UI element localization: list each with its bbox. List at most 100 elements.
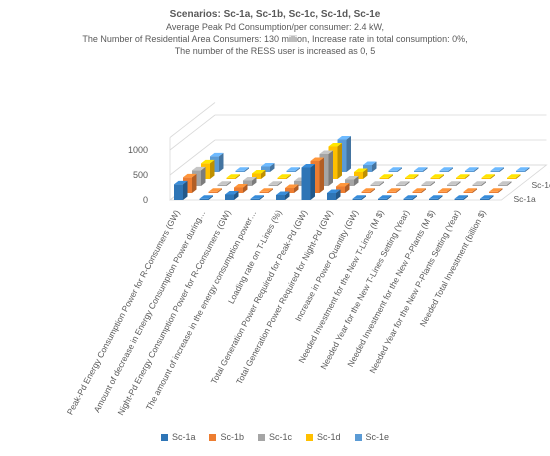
bar-Sc-1c-top [498, 181, 512, 185]
bar-Sc-1a-front [199, 198, 209, 200]
bar-Sc-1e-top [516, 167, 530, 171]
bar-Sc-1e-top [439, 167, 453, 171]
legend-label: Sc-1a [171, 432, 196, 442]
bar-Sc-1c-front [217, 184, 227, 186]
bar-Sc-1d-side [261, 170, 266, 179]
bar-Sc-1e-side [270, 163, 275, 172]
bar-Sc-1c-front [498, 184, 507, 186]
bar-Sc-1c-side [252, 177, 257, 186]
y-tick-label: 500 [133, 170, 148, 180]
bar-Sc-1a-top [199, 195, 213, 199]
legend-item-Sc-1b: Sc-1b [209, 432, 244, 442]
bar-Sc-1d-front [430, 177, 440, 179]
bar-Sc-1e-top [414, 167, 428, 171]
bar-Sc-1b-front [463, 191, 473, 193]
bar-Sc-1d-side [465, 174, 470, 179]
bar-Sc-1d-front [405, 177, 414, 179]
chart-subtitle-3: The number of the RESS user is increased… [174, 46, 376, 56]
legend-swatch [209, 433, 217, 441]
bar-Sc-1d-side [235, 174, 240, 179]
bar-Sc-1d-side [337, 143, 342, 179]
bar-Sc-1a-side [438, 195, 443, 200]
legend-label: Sc-1e [365, 432, 390, 442]
bar-Sc-1e-top [286, 167, 300, 171]
gridline [169, 114, 216, 151]
bar-Sc-1c-top [217, 181, 231, 185]
chart-subtitle-1: Average Peak Pd Consumption/per consumer… [166, 22, 384, 32]
bar-Sc-1a-front [403, 198, 413, 200]
bar-Sc-1c-front [268, 184, 278, 186]
bar-Sc-1a-front [174, 184, 183, 200]
bar-Sc-1d-front [507, 177, 516, 179]
bar-Sc-1e-side [448, 167, 453, 172]
bar-Sc-1d-top [379, 174, 393, 178]
legend-item-Sc-1a: Sc-1a [160, 432, 196, 442]
bar-Sc-1e-side [244, 167, 249, 172]
bar-Sc-1e-top [210, 152, 224, 157]
bar-Sc-1a-top [250, 195, 264, 199]
bar-Sc-1d-front [481, 177, 491, 179]
bar-Sc-1b-side [421, 188, 426, 193]
bar-Sc-1e-top [235, 167, 249, 171]
bar-Sc-1b-side [268, 188, 273, 193]
bar-Sc-1e-front [465, 170, 474, 172]
legend-swatch [257, 433, 265, 441]
bar-Sc-1c-top [370, 181, 384, 185]
bar-Sc-1b-side [319, 157, 324, 193]
bar-Sc-1a-top [352, 195, 366, 199]
legend-label: Sc-1c [268, 432, 292, 442]
bar-Sc-1c-side [481, 181, 486, 186]
bar-Sc-1b-side [294, 184, 299, 193]
bar-Sc-1e-side [423, 167, 428, 172]
legend-swatch [306, 433, 313, 441]
bar-Sc-1e-top [363, 161, 377, 165]
bar-Sc-1e-front [439, 170, 449, 172]
legend-swatch [354, 433, 362, 441]
bar-Sc-1b-front [438, 191, 447, 193]
bar-Sc-1e-top [465, 167, 479, 171]
bar-Sc-1a-top [225, 191, 239, 195]
bar-Sc-1a-top [301, 164, 315, 168]
bar-Sc-1e-top [337, 136, 351, 140]
bar-Sc-1e-side [219, 152, 224, 172]
bar-Sc-1e-side [525, 167, 530, 172]
chart-subtitle-2: The Number of Residential Area Consumers… [82, 34, 468, 44]
depth-axis-label: Sc-1a [514, 194, 536, 204]
legend-item-Sc-1d: Sc-1d [306, 432, 341, 442]
bar-Sc-1e-side [474, 167, 479, 172]
bar-Sc-1c-front [370, 184, 380, 186]
bar-Sc-1b-top [183, 173, 197, 178]
bar-Sc-1a-side [208, 195, 213, 200]
x-category-label: Total Generation Power Required for Nigh… [234, 208, 335, 386]
bar-Sc-1a-side [412, 195, 417, 200]
gridline [169, 139, 216, 176]
bar-Sc-1a-side [489, 195, 494, 200]
bar-Sc-1e-top [388, 167, 402, 171]
bar-Sc-1e-front [286, 170, 296, 172]
bar-Sc-1b-front [412, 191, 422, 193]
bar-Sc-1c-side [201, 166, 206, 186]
bar-Sc-1a-front [454, 198, 464, 200]
bar-Sc-1c-top [319, 150, 333, 154]
bar-Sc-1c-side [354, 176, 359, 186]
legend-item-Sc-1e: Sc-1e [354, 432, 390, 442]
bar-Sc-1a-top [378, 195, 392, 199]
bar-Sc-1c-top [472, 181, 486, 185]
bar-Sc-1e-front [414, 170, 423, 172]
bar-Sc-1c-top [345, 176, 359, 180]
bar-Sc-1c-front [447, 184, 456, 186]
bar-Sc-1c-top [396, 181, 410, 185]
bar-Sc-1a-top [454, 195, 468, 199]
bar-Sc-1a-front [250, 198, 260, 200]
bar-Sc-1e-top [490, 167, 504, 171]
bar-Sc-1a-side [285, 191, 290, 200]
bar-Sc-1b-top [489, 188, 503, 192]
bar-Sc-1a-front [276, 195, 285, 200]
bar-Sc-1a-front [327, 193, 336, 200]
bar-Sc-1b-front [208, 191, 218, 193]
bar-Sc-1a-side [361, 195, 366, 200]
bar-Sc-1b-front [387, 191, 396, 193]
bar-Sc-1d-top [277, 174, 291, 178]
bar-Sc-1d-top [252, 170, 266, 174]
